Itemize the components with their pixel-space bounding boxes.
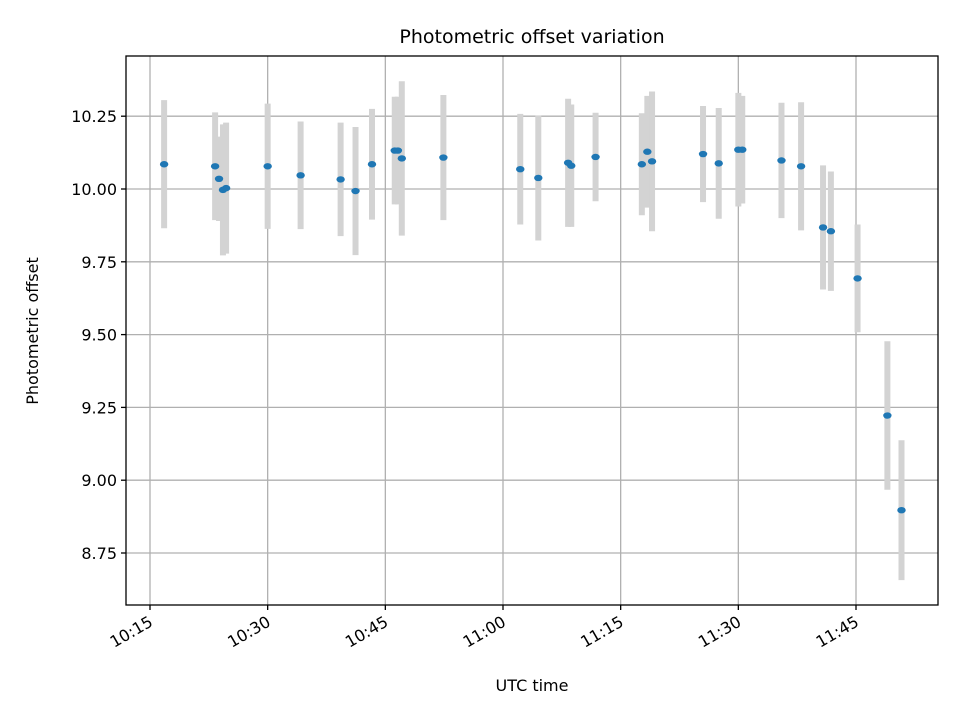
data-point [567, 162, 576, 169]
data-point [643, 148, 652, 155]
y-tick-label: 9.50 [81, 326, 117, 345]
y-tick-label: 10.00 [71, 180, 117, 199]
data-point [826, 228, 836, 235]
data-point [263, 163, 272, 170]
data-point [698, 150, 708, 158]
data-point [367, 161, 377, 168]
y-tick-label: 9.00 [81, 471, 117, 490]
data-point [738, 146, 747, 153]
data-point [714, 160, 723, 167]
data-point [221, 184, 231, 192]
data-point [214, 175, 224, 183]
data-point [591, 153, 600, 161]
data-point [883, 412, 892, 419]
data-point [777, 157, 786, 164]
y-tick-label: 8.75 [81, 544, 117, 563]
data-point [336, 176, 345, 183]
y-tick-label: 9.75 [81, 253, 117, 272]
data-point [796, 163, 806, 170]
data-point [210, 163, 220, 170]
data-point [818, 224, 828, 231]
chart-title: Photometric offset variation [399, 26, 664, 48]
data-point [393, 147, 403, 154]
y-axis-label: Photometric offset [23, 257, 42, 405]
data-point [296, 172, 305, 179]
data-point [637, 161, 647, 168]
y-tick-label: 10.25 [71, 107, 117, 126]
data-point [159, 161, 169, 168]
data-point [351, 187, 360, 195]
x-axis-label: UTC time [496, 676, 569, 695]
y-tick-label: 9.25 [81, 398, 117, 417]
data-point [397, 155, 407, 162]
data-point [439, 154, 448, 161]
data-point [647, 158, 657, 165]
y-axis-ticks: 8.75 9.00 9.25 9.50 9.75 10.00 10.25 [71, 107, 126, 563]
data-point [516, 165, 525, 173]
plot-frame [125, 55, 939, 606]
data-point [853, 275, 862, 282]
data-point [534, 174, 543, 182]
data-point [897, 506, 906, 514]
data-points [159, 146, 906, 514]
